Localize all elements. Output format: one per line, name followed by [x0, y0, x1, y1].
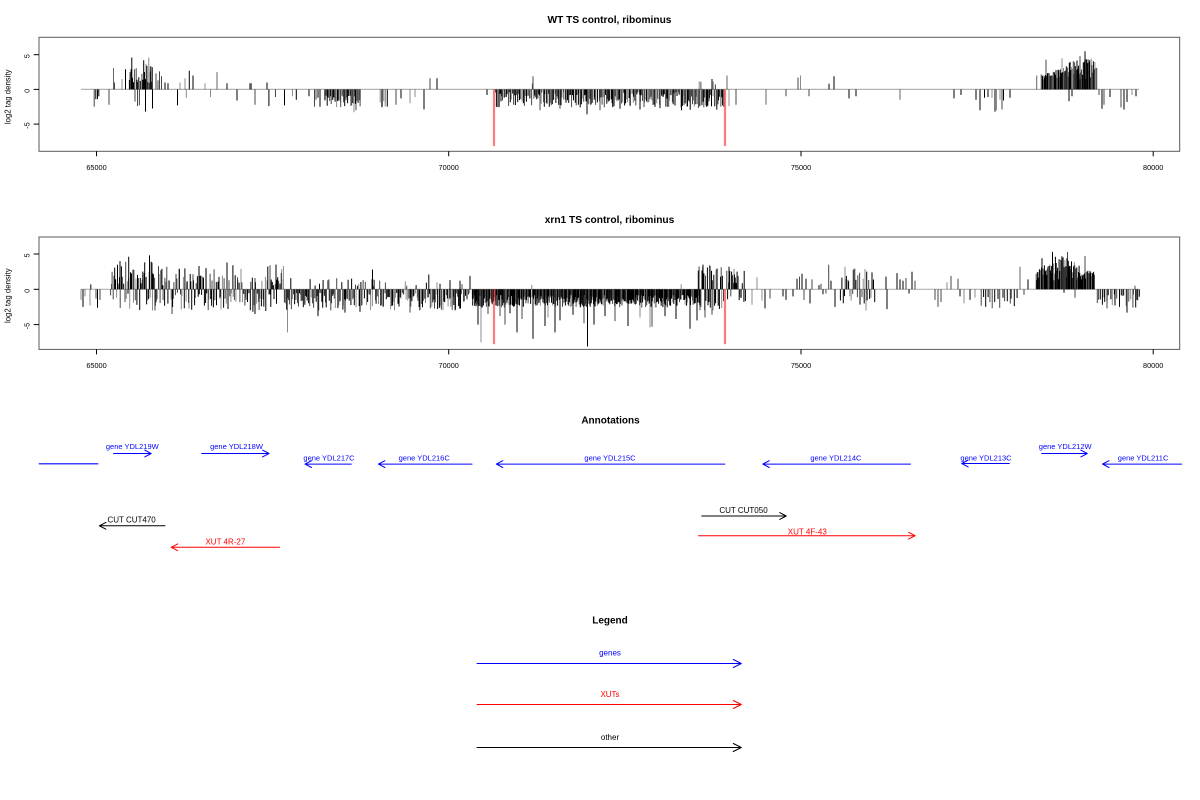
svg-text:70000: 70000: [439, 361, 459, 370]
svg-text:gene YDL212W: gene YDL212W: [1039, 442, 1093, 451]
svg-text:gene YDL213C: gene YDL213C: [960, 453, 1012, 462]
svg-text:65000: 65000: [86, 361, 106, 370]
svg-text:genes: genes: [599, 649, 621, 658]
svg-text:70000: 70000: [439, 163, 459, 172]
svg-text:75000: 75000: [791, 361, 811, 370]
svg-text:gene YDL219W: gene YDL219W: [106, 442, 160, 451]
svg-text:gene YDL214C: gene YDL214C: [810, 453, 862, 462]
svg-text:80000: 80000: [1143, 163, 1163, 172]
svg-text:log2 tag density: log2 tag density: [4, 69, 13, 124]
svg-text:Legend: Legend: [592, 616, 628, 627]
svg-text:xrn1 TS control, ribominus: xrn1 TS control, ribominus: [545, 215, 675, 226]
svg-text:gene YDL217C: gene YDL217C: [303, 453, 355, 462]
svg-text:XUT 4R-27: XUT 4R-27: [205, 537, 245, 546]
svg-text:5: 5: [23, 54, 32, 58]
svg-text:-5: -5: [23, 323, 32, 330]
svg-text:log2 tag density: log2 tag density: [4, 268, 13, 323]
svg-text:other: other: [601, 733, 620, 742]
svg-text:80000: 80000: [1143, 361, 1163, 370]
svg-text:WT TS control, ribominus: WT TS control, ribominus: [548, 15, 672, 26]
svg-text:gene YDL211C: gene YDL211C: [1118, 453, 1169, 462]
svg-text:gene YDL218W: gene YDL218W: [210, 442, 264, 451]
svg-text:0: 0: [23, 289, 32, 293]
svg-text:CUT CUT050: CUT CUT050: [719, 506, 768, 515]
svg-text:XUTs: XUTs: [600, 690, 619, 699]
svg-text:Annotations: Annotations: [581, 416, 640, 427]
svg-text:75000: 75000: [791, 163, 811, 172]
svg-text:XUT 4F-43: XUT 4F-43: [788, 527, 828, 536]
svg-text:CUT CUT470: CUT CUT470: [107, 515, 156, 524]
svg-text:65000: 65000: [86, 163, 106, 172]
svg-text:5: 5: [23, 253, 32, 257]
svg-text:-5: -5: [23, 122, 32, 129]
svg-text:gene YDL216C: gene YDL216C: [399, 453, 451, 462]
svg-text:0: 0: [23, 89, 32, 93]
svg-text:gene YDL215C: gene YDL215C: [584, 453, 636, 462]
